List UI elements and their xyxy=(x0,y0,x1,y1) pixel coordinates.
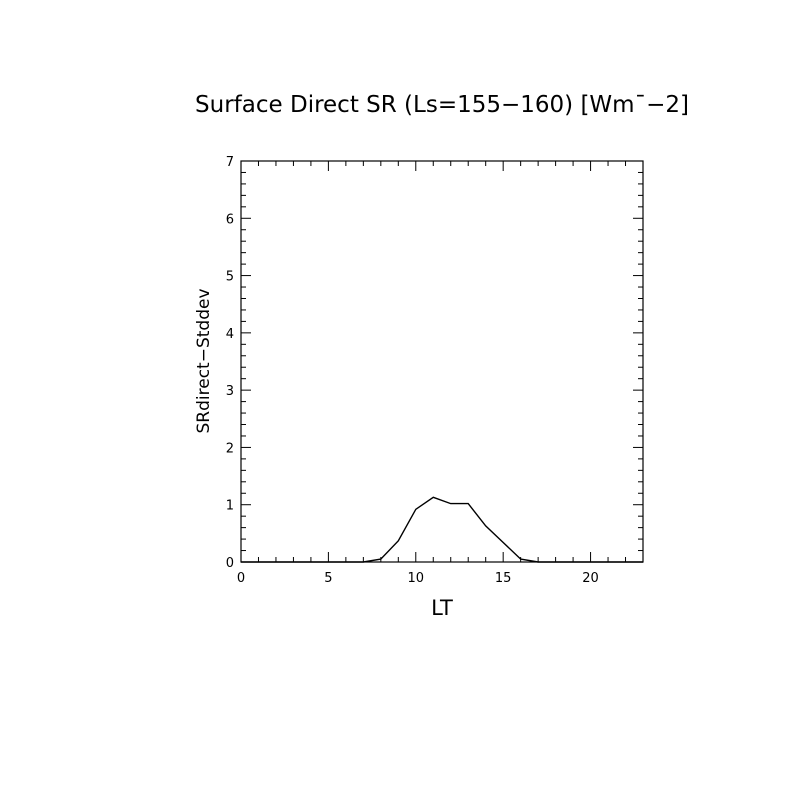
x-tick-label: 20 xyxy=(582,571,599,586)
x-tick-label: 0 xyxy=(237,571,245,586)
y-tick-label: 7 xyxy=(226,155,234,170)
y-axis-label: SRdirect−Stddev xyxy=(194,288,214,433)
y-tick-label: 5 xyxy=(226,270,234,285)
y-tick-label: 1 xyxy=(226,499,234,514)
x-tick-label: 15 xyxy=(495,571,512,586)
x-tick-label: 5 xyxy=(324,571,332,586)
y-tick-label: 4 xyxy=(226,327,234,342)
y-tick-label: 6 xyxy=(226,212,234,227)
y-tick-label: 3 xyxy=(226,384,234,399)
chart-title: Surface Direct SR (Ls=155−160) [Wm¯−2] xyxy=(195,92,689,118)
x-axis-label: LT xyxy=(431,596,453,620)
plot-frame xyxy=(240,160,644,563)
y-tick-label: 2 xyxy=(226,441,234,456)
plot-area: 0 5 10 15 20 0 1 2 3 4 5 6 7 xyxy=(226,155,644,586)
y-tick-label: 0 xyxy=(226,556,234,571)
x-tick-label: 10 xyxy=(408,571,425,586)
series-line xyxy=(241,496,643,563)
